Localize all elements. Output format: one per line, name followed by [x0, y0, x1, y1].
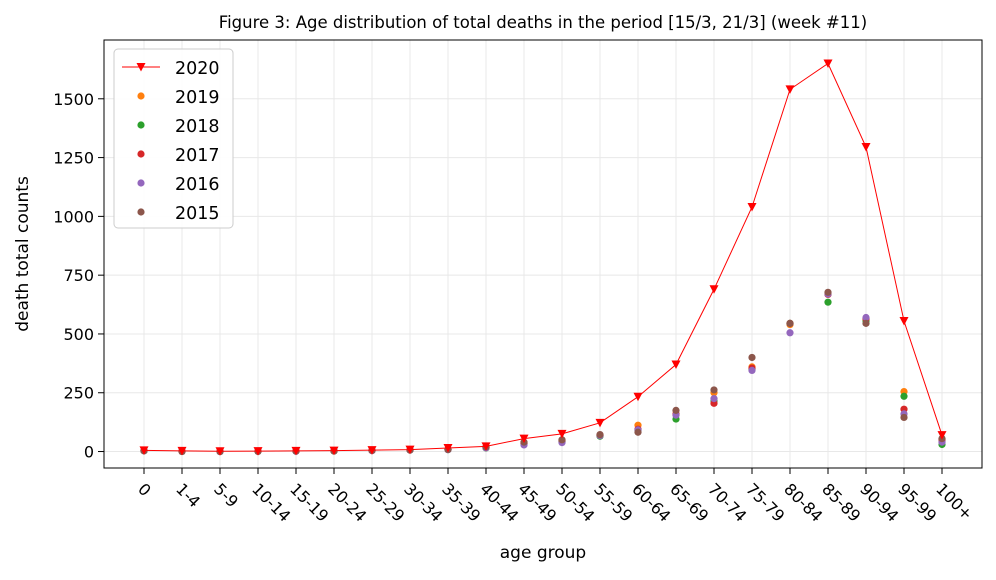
- y-tick-label: 1500: [53, 90, 94, 109]
- x-tick-label: 30-34: [400, 479, 446, 525]
- data-point: [710, 386, 718, 394]
- y-tick-label: 500: [63, 325, 94, 344]
- y-tick-label: 1000: [53, 207, 94, 226]
- x-tick-label: 50-54: [552, 479, 598, 525]
- x-tick-label: 25-29: [362, 479, 408, 525]
- data-point: [557, 429, 567, 439]
- data-point: [481, 442, 491, 451]
- data-point: [899, 317, 909, 326]
- x-tick-label: 5-9: [210, 479, 242, 511]
- series-2018: [140, 298, 946, 455]
- x-tick-label: 85-89: [818, 479, 864, 525]
- legend-marker-2018: [137, 121, 145, 129]
- x-tick-label: 20-24: [324, 479, 370, 525]
- legend-label-2015: 2015: [175, 204, 220, 224]
- data-point: [786, 329, 794, 337]
- data-point: [824, 288, 832, 296]
- series-2015: [140, 288, 946, 456]
- legend-marker-2019: [137, 92, 145, 100]
- legend-marker-2015: [137, 208, 145, 216]
- data-point: [786, 319, 794, 327]
- data-point: [672, 406, 680, 414]
- series-2016: [140, 290, 946, 456]
- x-tick-label: 10-14: [248, 479, 294, 525]
- series-2017: [140, 290, 946, 456]
- data-point: [177, 446, 187, 456]
- data-point: [824, 298, 832, 306]
- series-line-2020: [143, 62, 943, 452]
- data-point: [595, 418, 605, 428]
- legend-marker-2016: [137, 179, 145, 187]
- series-2019: [140, 290, 946, 455]
- legend-marker-2020: [136, 63, 146, 72]
- series-2020: [139, 59, 947, 456]
- data-point: [862, 313, 870, 322]
- data-point: [709, 285, 719, 294]
- data-point: [823, 59, 833, 69]
- data-point: [291, 446, 301, 456]
- data-point: [519, 434, 529, 444]
- x-tick-label: 1-4: [172, 479, 204, 511]
- x-tick-label: 100+: [932, 479, 977, 524]
- x-tick-label: 35-39: [438, 479, 484, 525]
- legend-label-2017: 2017: [175, 146, 220, 166]
- data-point: [596, 431, 604, 439]
- y-tick-label: 1250: [53, 149, 94, 168]
- data-point: [633, 392, 643, 402]
- grid: [104, 40, 982, 468]
- data-point: [900, 392, 908, 400]
- data-point: [748, 353, 756, 362]
- data-point: [215, 447, 225, 456]
- x-tick-label: 15-19: [286, 479, 332, 525]
- data-point: [748, 366, 756, 375]
- legend-label-2018: 2018: [175, 117, 220, 137]
- data-point: [710, 395, 718, 403]
- data-point: [671, 360, 681, 370]
- x-tick-label: 70-74: [704, 479, 750, 525]
- legend-label-2020: 2020: [175, 59, 220, 79]
- data-point: [747, 202, 757, 212]
- x-tick-label: 75-79: [742, 479, 788, 525]
- data-point: [367, 446, 377, 455]
- data-point: [139, 446, 149, 455]
- x-tick-label: 55-59: [590, 479, 636, 525]
- y-tick-label: 0: [84, 443, 94, 462]
- x-tick-label: 40-44: [476, 479, 522, 525]
- plot-frame: [103, 39, 983, 469]
- legend-label-2016: 2016: [175, 175, 220, 195]
- data-point: [861, 143, 871, 152]
- legend-marker-2017: [137, 150, 145, 158]
- data-point: [634, 428, 642, 436]
- y-axis-label: death total counts: [13, 176, 33, 332]
- data-point: [558, 436, 566, 444]
- data-point: [785, 85, 795, 94]
- x-tick-label: 60-64: [628, 479, 674, 525]
- data-point: [937, 431, 947, 440]
- x-tick-label: 80-84: [780, 479, 826, 525]
- chart-title: Figure 3: Age distribution of total deat…: [219, 13, 867, 32]
- x-tick-label: 45-49: [514, 479, 560, 525]
- x-tick-label: 95-99: [894, 479, 940, 525]
- data-point: [405, 445, 415, 455]
- legend-label-2019: 2019: [175, 88, 220, 108]
- y-tick-label: 750: [63, 266, 94, 285]
- data-point: [253, 447, 263, 456]
- x-tick-label: 65-69: [666, 479, 712, 525]
- data-point: [329, 446, 339, 456]
- data-point: [443, 444, 453, 453]
- series-layer: [139, 59, 947, 456]
- x-tick-label: 90-94: [856, 479, 902, 525]
- x-tick-label: 0: [134, 479, 155, 500]
- y-tick-label: 250: [63, 384, 94, 403]
- legend: 2020 2019 2018 2017 2016 2015: [113, 48, 234, 229]
- x-axis-label: age group: [500, 543, 586, 563]
- data-point: [900, 413, 908, 422]
- data-point: [862, 319, 870, 327]
